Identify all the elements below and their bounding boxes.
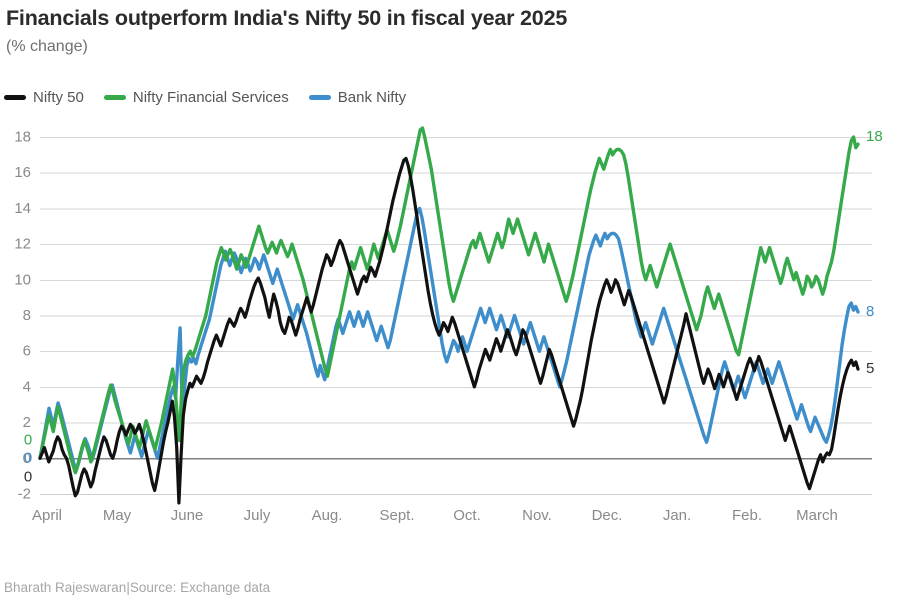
x-axis-tick-label: June xyxy=(171,507,204,524)
legend-label: Bank Nifty xyxy=(337,88,407,106)
line-chart-svg: -2024681012141618April2024MayJuneJulyAug… xyxy=(14,126,883,530)
x-axis-year-label: 2025 xyxy=(660,529,693,530)
series-end-value-label: 18 xyxy=(866,128,883,145)
x-axis-tick-label: July xyxy=(244,507,271,524)
chart-legend: Nifty 50 Nifty Financial Services Bank Nif… xyxy=(4,86,406,108)
series-end-value-label: 8 xyxy=(866,303,874,320)
series-start-value-label: 0 xyxy=(24,431,32,448)
series-end-value-label: 5 xyxy=(866,360,874,377)
x-axis-tick-label: Jan. xyxy=(663,507,691,524)
y-axis-tick-label: 10 xyxy=(14,271,31,288)
y-axis-tick-label: -2 xyxy=(18,485,31,502)
legend-color-swatch xyxy=(308,94,331,100)
x-axis-tick-label: April xyxy=(32,507,62,524)
series-start-value-label: 0 xyxy=(24,468,32,485)
x-axis-tick-label: Sept. xyxy=(379,507,414,524)
x-axis-tick-label: Oct. xyxy=(453,507,481,524)
y-axis-tick-label: 14 xyxy=(14,200,31,217)
x-axis-tick-label: Feb. xyxy=(732,507,762,524)
y-axis-tick-label: 0 xyxy=(23,450,31,467)
chart-subtitle: (% change) xyxy=(6,38,88,55)
series-line xyxy=(38,126,860,475)
x-axis-tick-label: March xyxy=(796,507,838,524)
y-axis-tick-label: 16 xyxy=(14,164,31,181)
y-axis-tick-label: 4 xyxy=(23,378,31,395)
y-axis-tick-label: 18 xyxy=(14,128,31,145)
x-axis-tick-label: Dec. xyxy=(592,507,623,524)
series-line xyxy=(38,206,860,473)
legend-item[interactable]: Nifty Financial Services xyxy=(103,88,289,106)
x-axis-tick-label: Aug. xyxy=(312,507,343,524)
y-axis-tick-label: 2 xyxy=(23,414,31,431)
page-title: Financials outperform India's Nifty 50 i… xyxy=(6,6,568,30)
legend-item[interactable]: Bank Nifty xyxy=(308,88,407,106)
y-axis-tick-label: 8 xyxy=(23,307,31,324)
chart-plot-area: -2024681012141618April2024MayJuneJulyAug… xyxy=(0,110,898,530)
x-axis-tick-label: Nov. xyxy=(522,507,552,524)
legend-color-swatch xyxy=(4,94,26,100)
legend-item[interactable]: Nifty 50 xyxy=(4,89,84,106)
x-axis-tick-label: May xyxy=(103,507,132,524)
y-axis-tick-label: 12 xyxy=(14,236,31,253)
legend-label: Nifty Financial Services xyxy=(132,88,289,106)
y-axis-tick-label: 6 xyxy=(23,343,31,360)
legend-color-swatch xyxy=(103,94,126,100)
chart-credit: Bharath Rajeswaran|Source: Exchange data xyxy=(4,580,271,595)
legend-label: Nifty 50 xyxy=(33,88,84,106)
series-line xyxy=(38,156,860,505)
series-start-value-label: 0 xyxy=(24,449,32,466)
